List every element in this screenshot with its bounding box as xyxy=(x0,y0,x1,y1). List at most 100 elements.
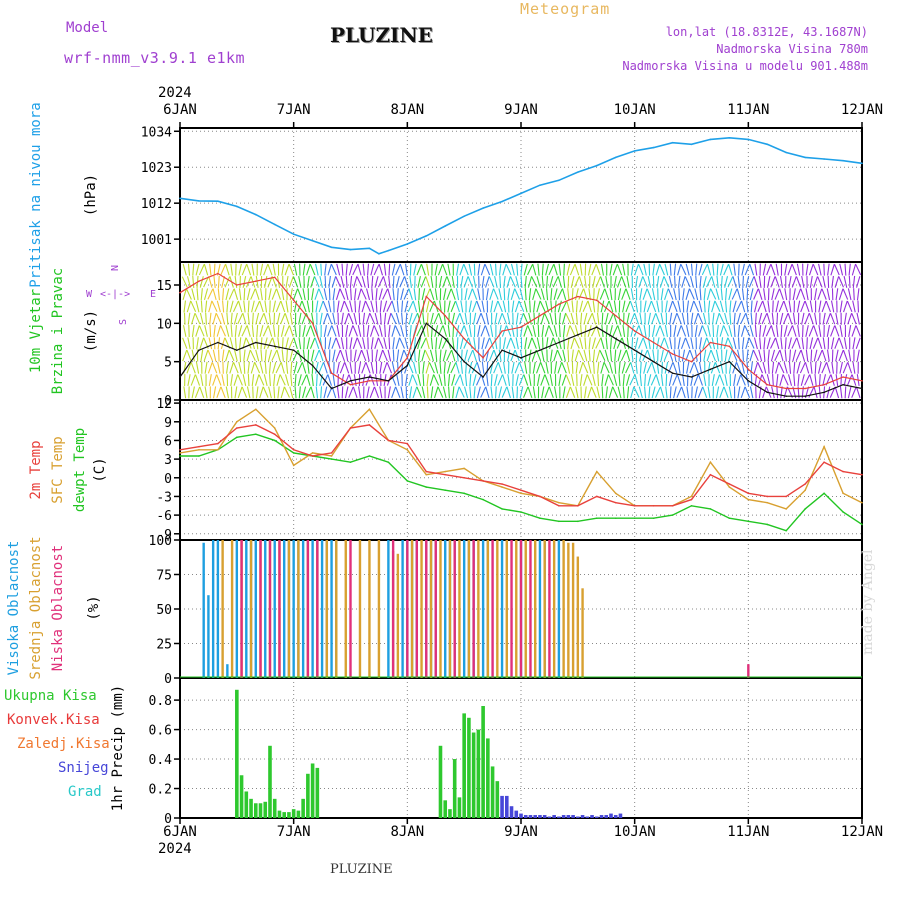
wind-barb xyxy=(549,312,554,325)
wind-barb xyxy=(680,325,687,337)
bar-mid_cloud xyxy=(562,540,565,678)
wind-barb xyxy=(762,325,767,337)
wind-barb xyxy=(280,300,286,313)
bar-total_precip xyxy=(467,717,471,818)
wind-barb xyxy=(686,361,690,374)
point-wind_speed_black xyxy=(179,376,181,378)
wind-barb xyxy=(468,325,472,337)
wind-barb xyxy=(728,288,733,301)
wind-barb xyxy=(225,349,230,362)
point-sfc_temp xyxy=(217,448,219,451)
wind-barb xyxy=(656,275,660,288)
wind-barb xyxy=(766,374,771,386)
wind-barb xyxy=(260,349,263,362)
wind-barb xyxy=(782,374,789,386)
wind-barb xyxy=(328,275,331,288)
wind-barb xyxy=(424,350,431,361)
wind-barb xyxy=(216,325,222,337)
wind-barb xyxy=(336,325,340,337)
bar-high_cloud xyxy=(311,540,314,678)
bar-mid_cloud xyxy=(429,540,433,678)
wind-barb xyxy=(490,374,493,387)
wind-barb xyxy=(792,349,797,362)
wind-barb xyxy=(454,313,461,325)
wind-barb xyxy=(229,337,234,350)
wind-barb xyxy=(707,300,711,313)
wind-barb xyxy=(695,275,698,288)
wind-barb xyxy=(775,361,780,374)
wind-barb xyxy=(459,313,465,325)
wind-barb xyxy=(451,374,456,386)
wind-barb xyxy=(813,325,819,337)
wind-barb xyxy=(463,276,469,288)
wind-barb xyxy=(788,337,792,350)
wind-barb xyxy=(396,349,400,362)
wind-barb xyxy=(664,325,668,337)
point-wind_gust_red xyxy=(217,272,219,275)
bar-total_precip xyxy=(481,706,485,818)
wind-barb xyxy=(663,276,670,288)
wind-barb xyxy=(749,349,754,362)
wind-barb xyxy=(758,312,763,325)
wind-barb xyxy=(455,300,460,313)
wind-barb xyxy=(392,288,395,301)
bar-low_cloud xyxy=(472,540,475,678)
wind-barb xyxy=(796,337,801,350)
wind-barb xyxy=(263,374,268,386)
bar-total_precip xyxy=(486,738,490,818)
wind-barb xyxy=(759,324,762,338)
wind-barb xyxy=(411,313,418,325)
wind-barb xyxy=(545,263,550,276)
wind-barb xyxy=(805,263,809,276)
wind-barb xyxy=(370,300,375,313)
wind-barb xyxy=(293,288,299,300)
wind-barb xyxy=(272,337,277,350)
wind-barb xyxy=(319,312,323,325)
point-sfc_temp xyxy=(444,470,447,473)
wind-barb xyxy=(452,337,455,350)
wind-barb xyxy=(740,313,747,325)
bar-mid_cloud xyxy=(230,540,234,678)
point-wind_speed_black xyxy=(406,364,409,367)
wind-barb xyxy=(631,337,634,350)
wind-barb xyxy=(784,349,787,362)
y-tick-label: 5 xyxy=(164,356,172,371)
compass-e: E xyxy=(150,289,156,300)
wind-barb xyxy=(511,386,515,399)
wind-barb xyxy=(467,276,473,288)
wind-barb xyxy=(412,300,418,313)
wind-barb xyxy=(788,275,792,288)
wind-barb xyxy=(267,337,273,349)
wind-barb xyxy=(742,349,744,362)
wind-barb xyxy=(575,312,578,325)
wind-barb xyxy=(434,288,438,301)
wind-barb xyxy=(817,361,822,374)
wind-barb xyxy=(447,263,451,276)
wind-barb xyxy=(539,300,546,312)
wind-barb xyxy=(582,300,589,312)
wind-barb xyxy=(557,349,563,362)
bar-snow xyxy=(500,795,504,818)
wind-barb xyxy=(754,263,758,276)
wind-barb xyxy=(399,276,405,288)
bar-mid_cloud xyxy=(571,542,575,678)
wind-barb xyxy=(387,312,392,325)
x-tick-label: 7JAN xyxy=(277,102,311,118)
wind-barb xyxy=(540,362,546,374)
wind-barb xyxy=(211,301,218,312)
wind-barb xyxy=(311,288,315,301)
wind-barb xyxy=(273,374,276,387)
wind-barb xyxy=(804,361,810,374)
y-tick-label: 0.6 xyxy=(149,724,172,739)
wind-barb xyxy=(238,361,243,374)
wind-barb xyxy=(403,288,410,300)
wind-barb xyxy=(779,312,784,325)
wind-barb xyxy=(237,386,243,399)
wind-barb xyxy=(484,337,491,349)
wind-barb xyxy=(791,264,797,276)
point-pressure xyxy=(387,249,390,252)
wind-barb xyxy=(638,325,644,337)
wind-barb xyxy=(689,288,695,300)
wind-barb xyxy=(186,300,192,313)
point-dewpt xyxy=(766,523,769,526)
